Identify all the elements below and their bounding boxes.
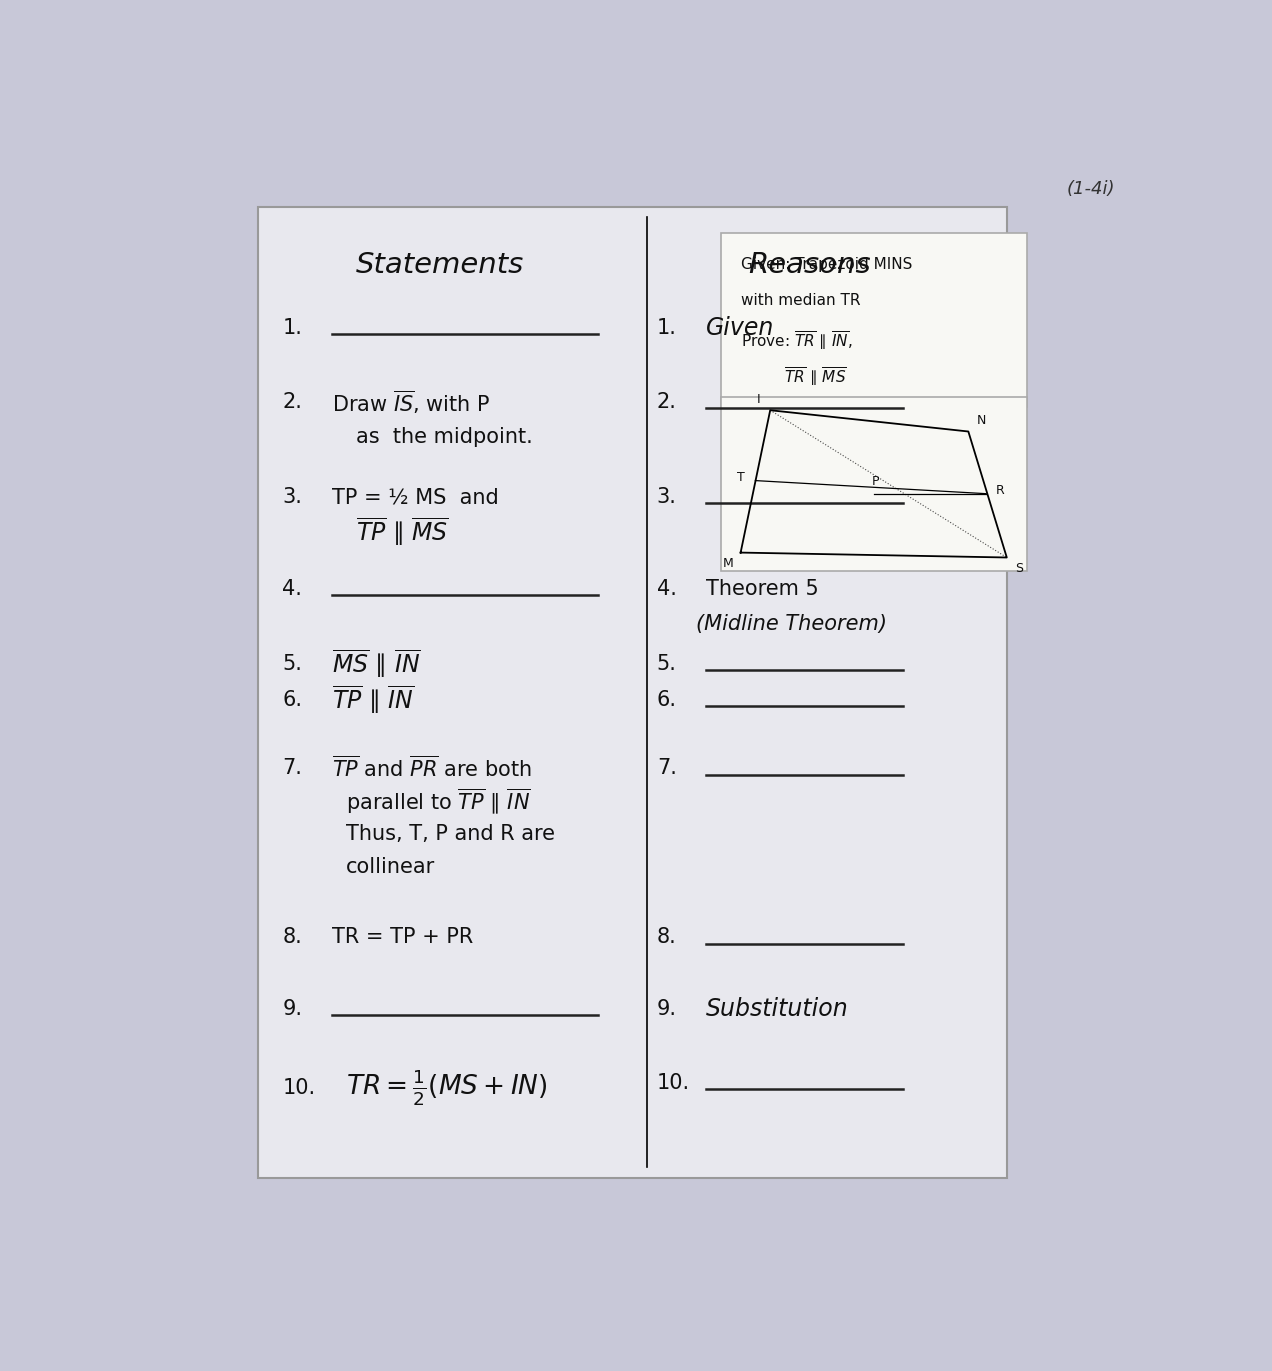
- Text: 2.: 2.: [282, 392, 303, 413]
- Text: $\overline{TP}$ ∥ $\overline{MS}$: $\overline{TP}$ ∥ $\overline{MS}$: [356, 515, 449, 548]
- Text: $TR = \frac{1}{2}(MS + IN)$: $TR = \frac{1}{2}(MS + IN)$: [346, 1068, 548, 1108]
- Text: S: S: [1015, 562, 1024, 574]
- Text: (1-4i): (1-4i): [1067, 181, 1116, 199]
- FancyBboxPatch shape: [257, 207, 1007, 1178]
- Text: parallel to $\overline{TP}$ ∥ $\overline{IN}$: parallel to $\overline{TP}$ ∥ $\overline…: [346, 787, 530, 816]
- Text: 2.: 2.: [656, 392, 677, 413]
- Text: $\overline{TR}$ ∥ $\overline{MS}$: $\overline{TR}$ ∥ $\overline{MS}$: [740, 365, 846, 388]
- Text: 3.: 3.: [282, 487, 303, 507]
- Text: 1.: 1.: [282, 318, 303, 339]
- Text: 7.: 7.: [656, 758, 677, 779]
- Text: Thus, T, P and R are: Thus, T, P and R are: [346, 824, 556, 843]
- Text: Substitution: Substitution: [706, 997, 848, 1021]
- Text: Given: Trapezoid MINS: Given: Trapezoid MINS: [740, 258, 912, 273]
- Text: 10.: 10.: [656, 1073, 689, 1093]
- Text: 8.: 8.: [656, 927, 677, 947]
- Text: TP = ½ MS  and: TP = ½ MS and: [332, 487, 499, 507]
- Text: Reasons: Reasons: [748, 251, 871, 278]
- Text: Theorem 5: Theorem 5: [706, 579, 819, 599]
- Text: 7.: 7.: [282, 758, 303, 779]
- Text: T: T: [736, 470, 744, 484]
- Text: with median TR: with median TR: [740, 293, 860, 308]
- Text: 8.: 8.: [282, 927, 301, 947]
- FancyBboxPatch shape: [721, 233, 1027, 407]
- Text: 9.: 9.: [656, 999, 677, 1019]
- Text: 4.: 4.: [656, 579, 677, 599]
- Text: Draw $\overline{IS}$, with P: Draw $\overline{IS}$, with P: [332, 388, 490, 415]
- Text: 3.: 3.: [656, 487, 677, 507]
- Text: Given: Given: [706, 317, 775, 340]
- Text: $\overline{MS}$ ∥ $\overline{IN}$: $\overline{MS}$ ∥ $\overline{IN}$: [332, 647, 420, 680]
- Text: 6.: 6.: [282, 690, 303, 710]
- Text: TR = TP + PR: TR = TP + PR: [332, 927, 473, 947]
- Text: 5.: 5.: [282, 654, 303, 675]
- Text: P: P: [871, 474, 879, 488]
- Text: 5.: 5.: [656, 654, 677, 675]
- Text: $\overline{TP}$ and $\overline{PR}$ are both: $\overline{TP}$ and $\overline{PR}$ are …: [332, 755, 532, 781]
- Text: I: I: [757, 393, 761, 406]
- Text: Statements: Statements: [356, 251, 524, 278]
- Text: Prove: $\overline{TR}$ ∥ $\overline{IN}$,: Prove: $\overline{TR}$ ∥ $\overline{IN}$…: [740, 329, 852, 352]
- Text: 4.: 4.: [282, 579, 303, 599]
- Text: M: M: [722, 557, 733, 569]
- Text: as  the midpoint.: as the midpoint.: [356, 426, 533, 447]
- Text: (Midline Theorem): (Midline Theorem): [696, 614, 888, 633]
- Text: $\overline{TP}$ ∥ $\overline{IN}$: $\overline{TP}$ ∥ $\overline{IN}$: [332, 683, 413, 716]
- Text: collinear: collinear: [346, 857, 435, 876]
- Text: N: N: [977, 414, 986, 428]
- Text: 1.: 1.: [656, 318, 677, 339]
- FancyBboxPatch shape: [721, 396, 1027, 570]
- Text: 9.: 9.: [282, 999, 303, 1019]
- Text: 6.: 6.: [656, 690, 677, 710]
- Text: 10.: 10.: [282, 1078, 315, 1098]
- Text: R: R: [996, 484, 1005, 498]
